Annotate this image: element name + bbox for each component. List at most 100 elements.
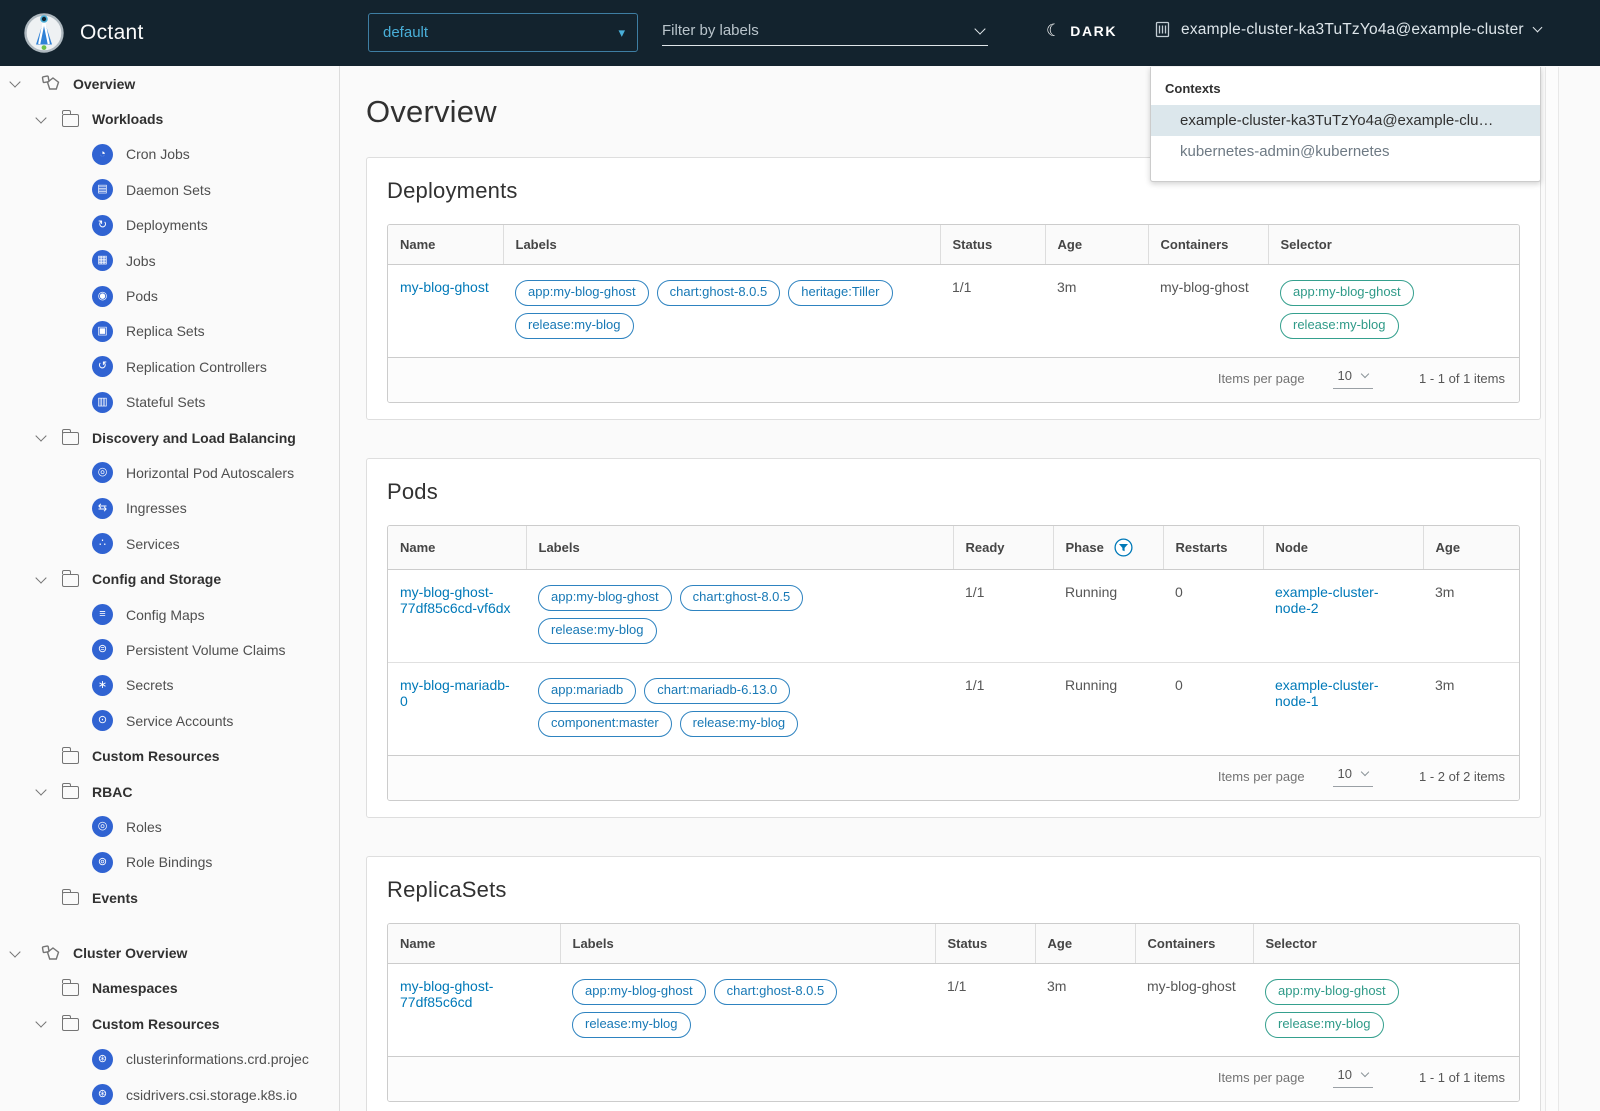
- sidebar-group-cluster-custom-resources[interactable]: Custom Resources: [0, 1006, 339, 1041]
- phase-value: Running: [1053, 661, 1163, 755]
- sidebar-item-stateful-sets[interactable]: ▥ Stateful Sets: [0, 385, 339, 420]
- dropdown-caret-icon: ▾: [618, 24, 625, 40]
- namespace-select[interactable]: default ▾: [368, 13, 638, 52]
- roles-icon: ◎: [92, 816, 113, 838]
- column-header-age: Age: [1422, 525, 1519, 570]
- sidebar-item-pods[interactable]: ◉ Pods: [0, 278, 339, 313]
- replicasets-section-title: ReplicaSets: [387, 876, 507, 902]
- filter-by-labels-input[interactable]: [662, 22, 976, 39]
- table-row: my-blog-ghost-77df85c6cd-vf6dx app:my-bl…: [388, 569, 1519, 663]
- sidebar-item-daemon-sets[interactable]: ▤ Daemon Sets: [0, 172, 339, 207]
- sidebar-item-label: Roles: [126, 818, 162, 835]
- sidebar-item-label: clusterinformations.crd.projec: [126, 1051, 309, 1068]
- column-header-age: Age: [1044, 225, 1148, 265]
- page-title: Overview: [366, 94, 497, 129]
- sidebar-item-config-maps[interactable]: ≡ Config Maps: [0, 597, 339, 632]
- sidebar-item-label: Config and Storage: [92, 571, 222, 588]
- sidebar-item-jobs[interactable]: ▦ Jobs: [0, 243, 339, 278]
- chevron-down-icon[interactable]: [9, 76, 21, 88]
- pod-name-link[interactable]: my-blog-mariadb-0: [400, 676, 510, 709]
- sidebar-item-roles[interactable]: ◎ Roles: [0, 809, 339, 844]
- sidebar-item-overview[interactable]: Overview: [0, 66, 339, 101]
- context-option[interactable]: kubernetes-admin@kubernetes: [1180, 143, 1390, 160]
- sidebar-item-replication-controllers[interactable]: ↺ Replication Controllers: [0, 349, 339, 384]
- service-accounts-icon: ⊙: [92, 710, 113, 732]
- sidebar-item-label: Pods: [126, 288, 158, 305]
- crd-icon: ⊛: [92, 1048, 113, 1070]
- dropdown-title: Contexts: [1165, 81, 1221, 96]
- sidebar-item-service-accounts[interactable]: ⊙ Service Accounts: [0, 703, 339, 738]
- sidebar-group-events[interactable]: Events: [0, 880, 339, 915]
- items-per-page-select[interactable]: 10: [1332, 1067, 1374, 1088]
- namespace-value: default: [383, 24, 429, 41]
- node-link[interactable]: example-cluster-node-2: [1275, 583, 1379, 616]
- sidebar-group-rbac[interactable]: RBAC: [0, 774, 339, 809]
- context-switcher-button[interactable]: example-cluster-ka3TuTzYo4a@example-clus…: [1153, 20, 1545, 39]
- sidebar-item-label: Replication Controllers: [126, 358, 267, 375]
- column-header-labels: Labels: [502, 225, 940, 265]
- pagination-range: 1 - 1 of 1 items: [1419, 1069, 1505, 1085]
- brand: Octant: [24, 13, 144, 53]
- moon-icon: ☾: [1046, 21, 1062, 40]
- sidebar-item-label: Horizontal Pod Autoscalers: [126, 464, 295, 481]
- column-header-selector: Selector: [1267, 225, 1519, 265]
- sidebar-item-role-bindings[interactable]: ⊚ Role Bindings: [0, 845, 339, 880]
- sidebar-item-clusterinformations-crd[interactable]: ⊛ clusterinformations.crd.projec: [0, 1042, 339, 1077]
- sidebar-group-workloads[interactable]: Workloads: [0, 101, 339, 136]
- sidebar-group-custom-resources[interactable]: Custom Resources: [0, 738, 339, 773]
- sidebar-item-deployments[interactable]: ↻ Deployments: [0, 208, 339, 243]
- vertical-scrollbar[interactable]: [1545, 67, 1559, 1111]
- sidebar-item-label: Cron Jobs: [126, 146, 190, 163]
- chevron-down-icon[interactable]: [9, 945, 21, 958]
- chevron-down-icon[interactable]: [35, 430, 47, 442]
- sidebar-group-config-and-storage[interactable]: Config and Storage: [0, 561, 339, 596]
- chevron-down-icon[interactable]: [35, 571, 47, 584]
- chevron-down-icon[interactable]: [35, 784, 47, 796]
- sidebar-item-label: Custom Resources: [92, 748, 220, 765]
- age-value: 3m: [1423, 569, 1519, 663]
- label-badge: app:mariadb: [538, 677, 637, 704]
- sidebar-item-csidrivers-crd[interactable]: ⊛ csidrivers.csi.storage.k8s.io: [0, 1077, 339, 1111]
- sidebar-item-ingresses[interactable]: ⇆ Ingresses: [0, 491, 339, 526]
- column-header-name: Name: [388, 923, 560, 964]
- sidebar-item-persistent-volume-claims[interactable]: ⊜ Persistent Volume Claims: [0, 632, 339, 667]
- sidebar-item-secrets[interactable]: ∗ Secrets: [0, 668, 339, 703]
- label-badge: release:my-blog: [515, 312, 634, 339]
- filter-chevron-icon[interactable]: [974, 22, 986, 35]
- sidebar-group-namespaces[interactable]: Namespaces: [0, 971, 339, 1006]
- selector-badge: app:my-blog-ghost: [1265, 978, 1399, 1005]
- replicasets-card: ReplicaSets Name Labels Status Age Conta…: [366, 855, 1541, 1111]
- items-per-page-select[interactable]: 10: [1332, 368, 1374, 389]
- crd-icon: ⊛: [92, 1084, 113, 1106]
- chevron-down-icon[interactable]: [35, 111, 47, 124]
- config-maps-icon: ≡: [92, 604, 113, 626]
- column-header-node: Node: [1262, 525, 1423, 570]
- status-value: 1/1: [940, 264, 1045, 357]
- items-per-page-select[interactable]: 10: [1332, 766, 1374, 787]
- column-header-phase: Phase: [1052, 525, 1163, 570]
- filter-funnel-icon[interactable]: [1114, 538, 1133, 557]
- pod-name-link[interactable]: my-blog-ghost-77df85c6cd-vf6dx: [400, 583, 511, 616]
- sidebar-item-horizontal-pod-autoscalers[interactable]: ◎ Horizontal Pod Autoscalers: [0, 455, 339, 490]
- sidebar-navigation: Overview Workloads ◔ Cron Jobs ▤ Daemon …: [0, 66, 340, 1111]
- label-badge: release:my-blog: [679, 710, 799, 737]
- deployments-table: Name Labels Status Age Containers Select…: [387, 224, 1520, 403]
- chevron-down-icon[interactable]: [35, 1016, 47, 1029]
- sidebar-item-label: Jobs: [126, 252, 156, 269]
- replicaset-name-link[interactable]: my-blog-ghost-77df85c6cd: [400, 977, 494, 1010]
- items-per-page-label: Items per page: [1217, 1069, 1305, 1085]
- dark-theme-toggle[interactable]: ☾ DARK: [1046, 21, 1117, 41]
- sidebar-item-cluster-overview[interactable]: Cluster Overview: [0, 935, 339, 970]
- sidebar-group-discovery-and-load-balancing[interactable]: Discovery and Load Balancing: [0, 420, 339, 455]
- context-option-selected[interactable]: example-cluster-ka3TuTzYo4a@example-clu…: [1151, 105, 1540, 136]
- sidebar-item-replica-sets[interactable]: ▣ Replica Sets: [0, 314, 339, 349]
- chevron-down-icon: [1360, 767, 1370, 777]
- sidebar-item-cron-jobs[interactable]: ◔ Cron Jobs: [0, 137, 339, 172]
- node-link[interactable]: example-cluster-node-1: [1275, 676, 1379, 709]
- deployment-name-link[interactable]: my-blog-ghost: [400, 279, 489, 295]
- selector-badge: release:my-blog: [1280, 312, 1399, 339]
- sidebar-item-services[interactable]: ∴ Services: [0, 526, 339, 561]
- label-badge: chart:mariadb-6.13.0: [644, 677, 791, 704]
- table-row: my-blog-ghost app:my-blog-ghost chart:gho…: [388, 264, 1519, 357]
- selector-badge: release:my-blog: [1265, 1011, 1384, 1038]
